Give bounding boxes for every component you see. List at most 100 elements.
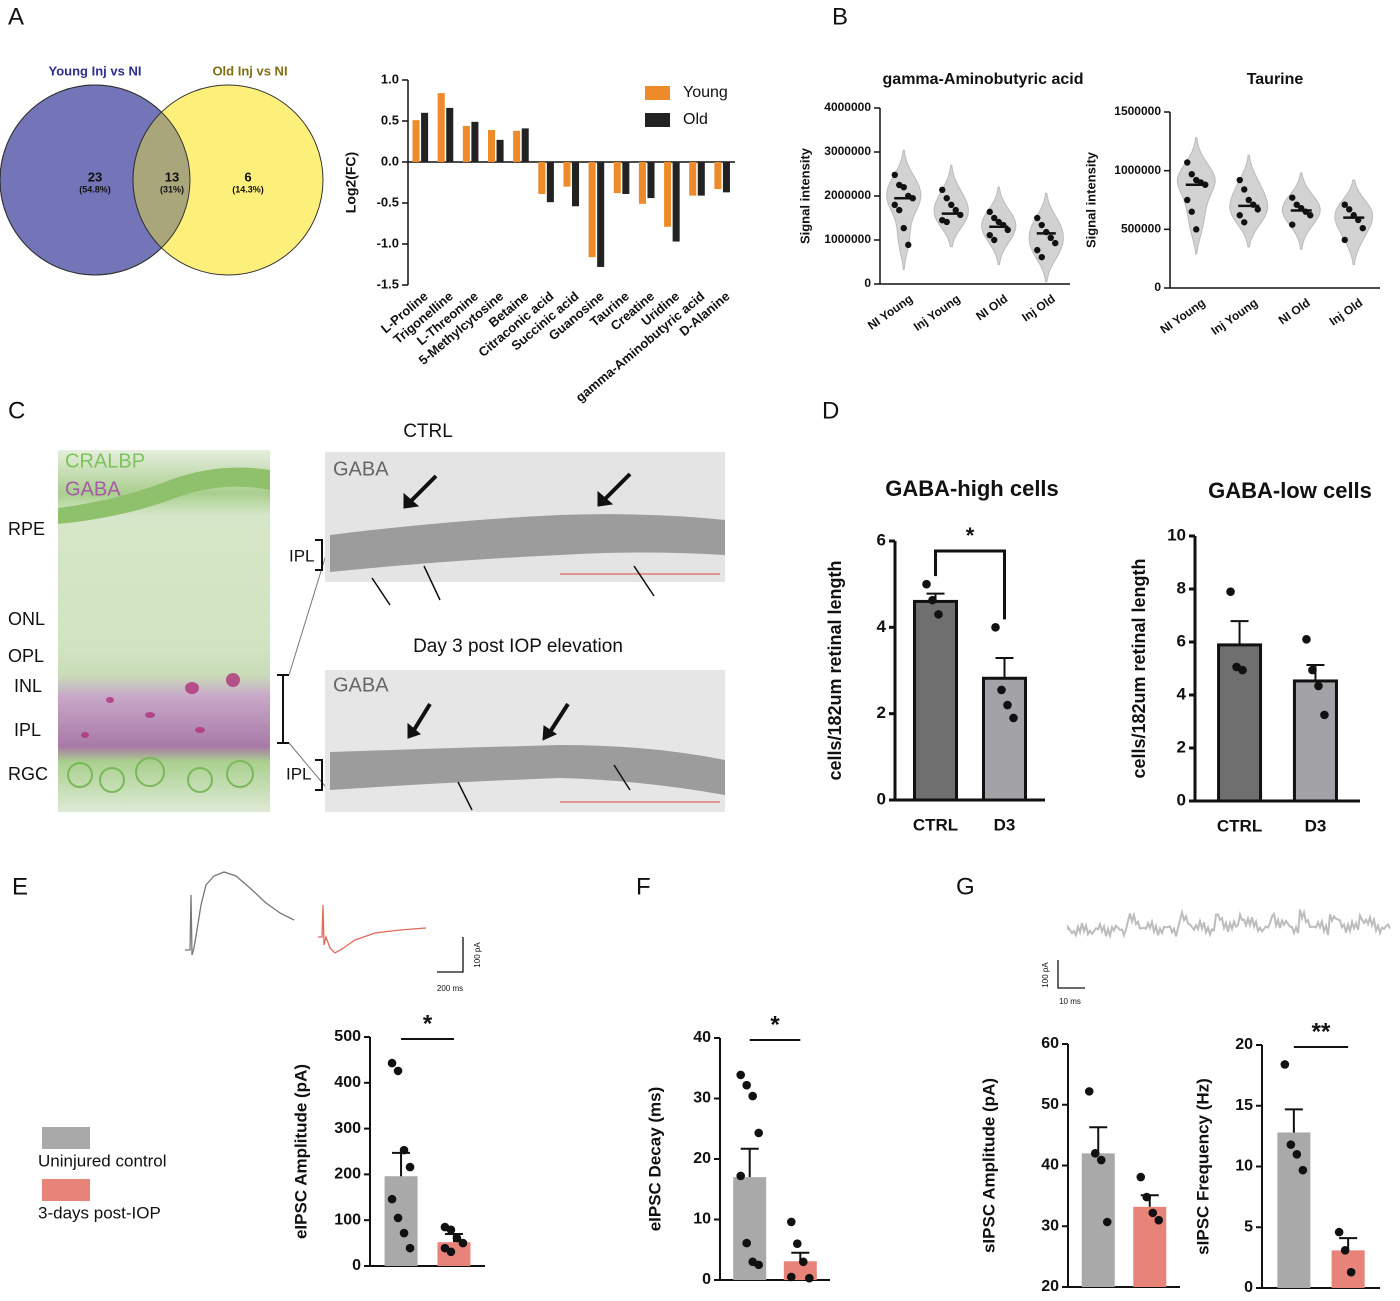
point [393,1066,403,1076]
bar [421,112,429,162]
point [1188,208,1195,215]
x-tick-label: Inj Old [1327,296,1366,329]
y-axis-label: Signal intensity [1083,151,1098,248]
bar [982,676,1027,802]
bar [538,162,546,194]
bar [597,162,605,267]
point [943,195,950,202]
chart-title: Taurine [1247,71,1304,88]
point [1193,226,1200,233]
panel-label: C [8,397,25,424]
bar [714,162,722,190]
point [1320,710,1329,720]
point [1292,1150,1302,1159]
y-tick-label: 10 [1235,1158,1253,1175]
bar [487,130,496,162]
region-percent: (14.3%) [232,184,264,194]
point [754,1260,763,1270]
point [1289,194,1296,201]
x-tick-label: CTRL [913,815,958,834]
traces [185,871,1391,989]
point [900,224,907,232]
error-bar [1230,620,1249,645]
violin [1334,179,1374,265]
y-tick-label: 100 [334,1211,361,1228]
bar [913,599,958,802]
y-tick-label: 200 [334,1166,361,1183]
y-axis-label: cells/182um retinal length [1129,558,1149,778]
bar [638,162,646,204]
y-tick-label: -1.0 [377,235,399,250]
image-detail [81,673,240,738]
point [742,1080,751,1090]
point [952,206,959,214]
point [405,1243,415,1253]
point [1359,224,1366,232]
y-axis-label: sIPSC Frequency (Hz) [1193,1078,1212,1255]
panel-c: CRALBP GABA RPE ONL OPL INL IPL RGC GABA… [8,421,725,812]
image-title: CTRL [403,421,453,442]
point [1226,587,1235,596]
bar [572,162,580,207]
point [787,1272,796,1282]
point [1340,1246,1350,1255]
point [736,1070,745,1080]
point [1302,208,1309,215]
panel-label: A [8,3,24,30]
stain-label: GABA [333,674,389,696]
stain-label: CRALBP [65,450,145,472]
point [393,1213,403,1223]
image-detail [330,745,725,795]
bar [471,121,479,162]
panel-label: G [956,873,975,900]
point [905,241,912,249]
arrows [371,472,655,811]
point [1038,221,1045,229]
y-tick-label: 60 [1041,1035,1059,1052]
bar [513,130,521,162]
bracket [277,674,289,744]
scale-label: 10 ms [1059,997,1081,1006]
point [1341,236,1348,244]
point [1346,206,1353,213]
layer-labels: RPE ONL OPL INL IPL RGC [8,519,48,784]
point [1154,1215,1164,1225]
bar [384,1176,418,1266]
point [387,1058,397,1068]
point [1148,1208,1158,1218]
layer-label: RPE [8,519,45,539]
point [991,623,1000,632]
y-tick-label: 0.0 [381,153,399,168]
bar [722,162,730,193]
bracket [315,539,323,791]
point [1084,1087,1094,1096]
point [1289,221,1296,228]
point [793,1239,802,1248]
point [1236,176,1243,184]
layer-label: INL [14,676,42,696]
point [1298,1165,1308,1175]
x-tick-label: Inj Young [911,292,963,334]
point [1286,1140,1296,1149]
y-tick-label: 10 [1167,525,1186,544]
point [1341,201,1348,208]
image-detail [58,467,270,524]
point [1052,239,1059,247]
significance: * [770,1011,780,1038]
y-tick-label: 400 [334,1074,361,1091]
point [891,171,898,179]
point [1004,226,1011,234]
y-tick-label: 4 [877,617,887,636]
point [997,685,1006,695]
chart-title: GABA-high cells [885,476,1059,501]
point [900,184,907,191]
y-tick-label: 30 [693,1090,711,1107]
point [943,218,950,226]
point [1047,234,1054,241]
chart-title: GABA-low cells [1208,478,1372,503]
point [1096,1155,1106,1165]
y-tick-label: 500000 [1121,222,1161,236]
point [1334,1227,1344,1237]
violin [886,149,922,270]
